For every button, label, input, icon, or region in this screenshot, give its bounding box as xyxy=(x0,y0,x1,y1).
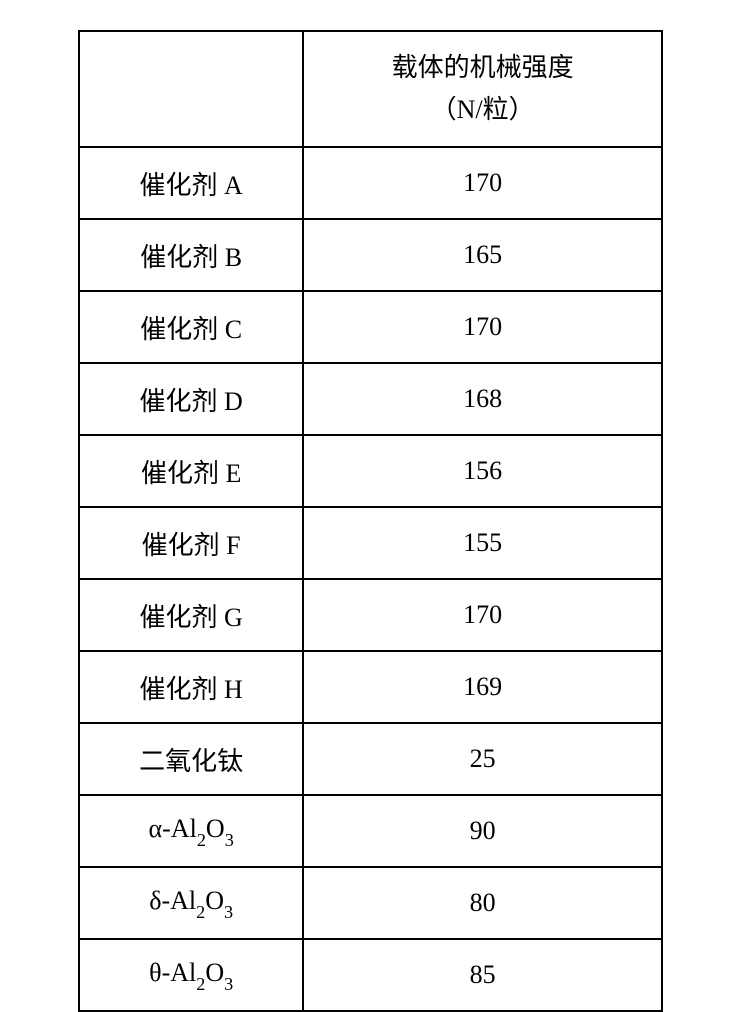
table-header-row: 载体的机械强度 （N/粒） xyxy=(79,31,662,147)
table-row: 二氧化钛 25 xyxy=(79,723,662,795)
label-mid: O xyxy=(205,958,224,987)
table-row: 催化剂 H 169 xyxy=(79,651,662,723)
header-text-container: 载体的机械强度 （N/粒） xyxy=(304,32,661,146)
label-sub1: 2 xyxy=(196,974,205,994)
row-label: 催化剂 D xyxy=(79,363,303,435)
row-value: 170 xyxy=(303,579,662,651)
row-value: 170 xyxy=(303,291,662,363)
row-label: 催化剂 C xyxy=(79,291,303,363)
header-line2: （N/粒） xyxy=(431,89,535,131)
row-value: 169 xyxy=(303,651,662,723)
row-value: 90 xyxy=(303,795,662,867)
row-label-chemical: θ-Al2O3 xyxy=(79,939,303,1011)
data-table: 载体的机械强度 （N/粒） 催化剂 A 170 催化剂 B 165 催化剂 C … xyxy=(78,30,663,1012)
label-sub2: 3 xyxy=(224,974,233,994)
label-sub1: 2 xyxy=(196,902,205,922)
header-line1: 载体的机械强度 xyxy=(392,47,574,89)
table-row: δ-Al2O3 80 xyxy=(79,867,662,939)
row-label: 催化剂 H xyxy=(79,651,303,723)
table-row: 催化剂 C 170 xyxy=(79,291,662,363)
table-row: θ-Al2O3 85 xyxy=(79,939,662,1011)
table-row: 催化剂 E 156 xyxy=(79,435,662,507)
header-empty-cell xyxy=(79,31,303,147)
row-value: 168 xyxy=(303,363,662,435)
table-row: α-Al2O3 90 xyxy=(79,795,662,867)
row-value: 156 xyxy=(303,435,662,507)
header-strength-cell: 载体的机械强度 （N/粒） xyxy=(303,31,662,147)
row-value: 170 xyxy=(303,147,662,219)
row-label: 催化剂 F xyxy=(79,507,303,579)
row-label: 催化剂 A xyxy=(79,147,303,219)
row-label-chemical: δ-Al2O3 xyxy=(79,867,303,939)
row-value: 80 xyxy=(303,867,662,939)
table-row: 催化剂 F 155 xyxy=(79,507,662,579)
label-sub1: 2 xyxy=(197,830,206,850)
row-label: 催化剂 E xyxy=(79,435,303,507)
row-value: 155 xyxy=(303,507,662,579)
label-sub2: 3 xyxy=(224,902,233,922)
table-row: 催化剂 B 165 xyxy=(79,219,662,291)
table-row: 催化剂 A 170 xyxy=(79,147,662,219)
row-label: 催化剂 B xyxy=(79,219,303,291)
label-prefix: δ-Al xyxy=(149,886,196,915)
label-sub2: 3 xyxy=(225,830,234,850)
row-label: 催化剂 G xyxy=(79,579,303,651)
table-row: 催化剂 D 168 xyxy=(79,363,662,435)
label-mid: O xyxy=(206,814,225,843)
label-mid: O xyxy=(205,886,224,915)
row-value: 165 xyxy=(303,219,662,291)
row-value: 25 xyxy=(303,723,662,795)
label-prefix: θ-Al xyxy=(149,958,196,987)
row-value: 85 xyxy=(303,939,662,1011)
row-label-chemical: α-Al2O3 xyxy=(79,795,303,867)
label-prefix: α-Al xyxy=(149,814,197,843)
table-row: 催化剂 G 170 xyxy=(79,579,662,651)
row-label: 二氧化钛 xyxy=(79,723,303,795)
